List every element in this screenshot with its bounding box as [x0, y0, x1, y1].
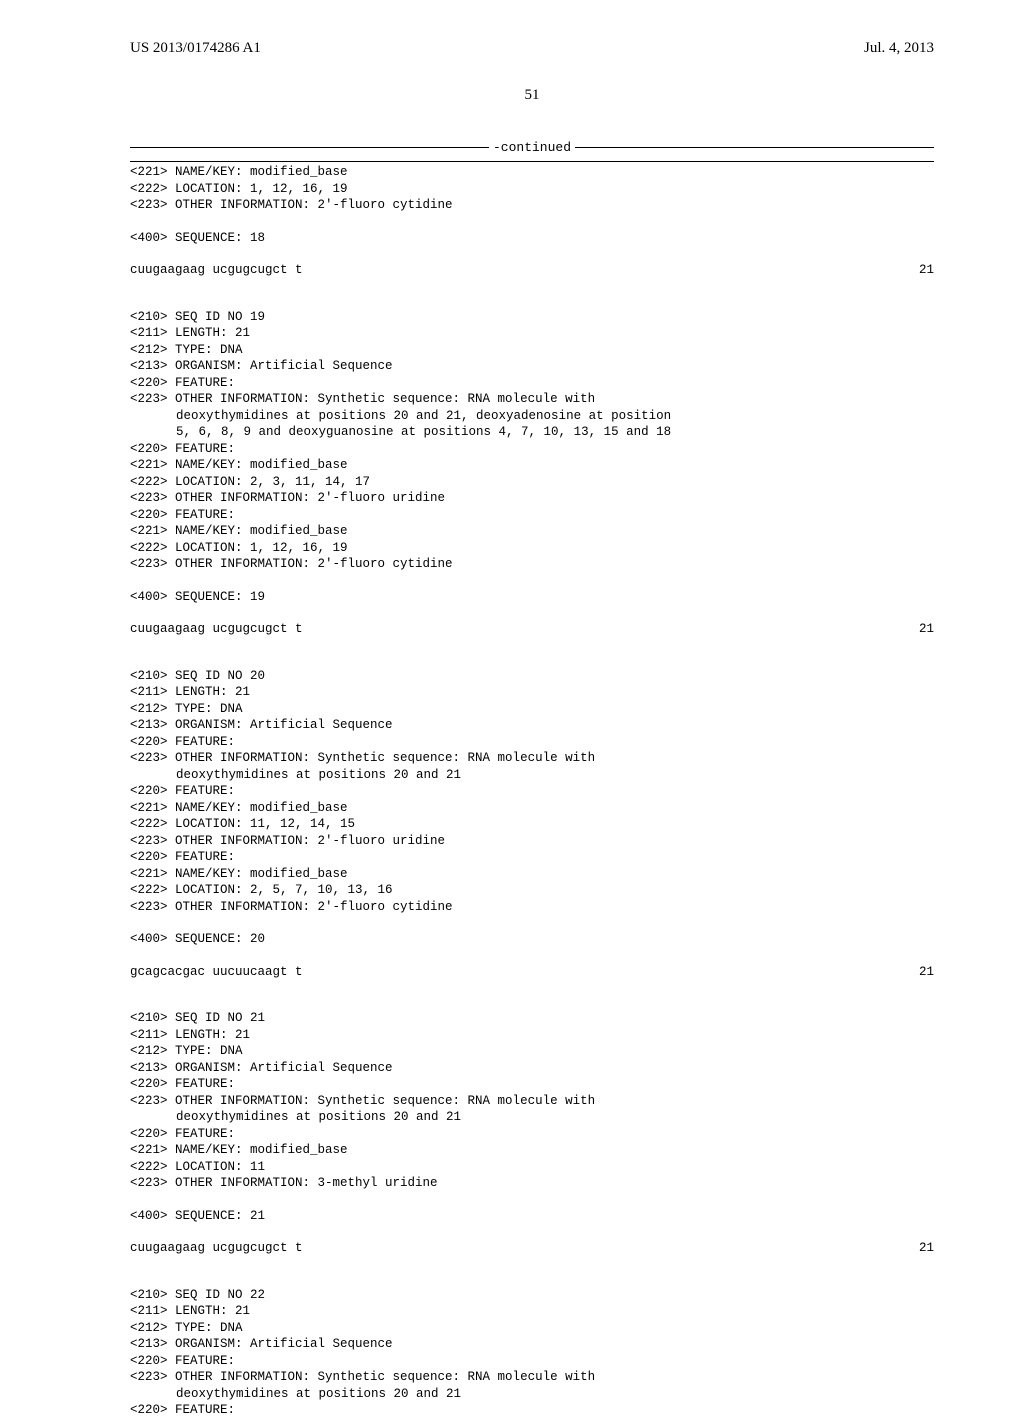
blank-line [130, 1224, 934, 1240]
blank-gap [130, 980, 934, 1010]
listing-line: <223> OTHER INFORMATION: Synthetic seque… [130, 391, 934, 408]
listing-line: <223> OTHER INFORMATION: Synthetic seque… [130, 750, 934, 767]
listing-line: <223> OTHER INFORMATION: Synthetic seque… [130, 1369, 934, 1386]
listing-line: <222> LOCATION: 1, 12, 16, 19 [130, 540, 934, 557]
listing-line: <221> NAME/KEY: modified_base [130, 164, 934, 181]
listing-line: <220> FEATURE: [130, 734, 934, 751]
blank-gap [130, 638, 934, 668]
sequence-row: cuugaagaag ucgugcugct t 21 [130, 262, 934, 279]
listing-line: <210> SEQ ID NO 21 [130, 1010, 934, 1027]
listing-line: <222> LOCATION: 2, 5, 7, 10, 13, 16 [130, 882, 934, 899]
rule-right [575, 147, 934, 148]
listing-line: <221> NAME/KEY: modified_base [130, 800, 934, 817]
listing-line: <223> OTHER INFORMATION: Synthetic seque… [130, 1093, 934, 1110]
listing-line: <400> SEQUENCE: 18 [130, 230, 934, 247]
page-header: US 2013/0174286 A1 Jul. 4, 2013 [130, 40, 934, 57]
blank-line [130, 948, 934, 964]
sequence-text: cuugaagaag ucgugcugct t [130, 1240, 303, 1257]
blank-line [130, 214, 934, 230]
sequence-listing: <221> NAME/KEY: modified_base<222> LOCAT… [130, 164, 934, 1419]
listing-line: <213> ORGANISM: Artificial Sequence [130, 717, 934, 734]
sequence-row: cuugaagaag ucgugcugct t 21 [130, 621, 934, 638]
listing-line: <213> ORGANISM: Artificial Sequence [130, 358, 934, 375]
listing-line: <212> TYPE: DNA [130, 1043, 934, 1060]
listing-line: <223> OTHER INFORMATION: 2'-fluoro cytid… [130, 556, 934, 573]
listing-line: <220> FEATURE: [130, 507, 934, 524]
listing-line: <211> LENGTH: 21 [130, 1027, 934, 1044]
listing-line: <211> LENGTH: 21 [130, 325, 934, 342]
listing-line: <223> OTHER INFORMATION: 2'-fluoro cytid… [130, 899, 934, 916]
blank-gap [130, 1257, 934, 1287]
listing-line: <221> NAME/KEY: modified_base [130, 866, 934, 883]
blank-line [130, 605, 934, 621]
listing-line: <213> ORGANISM: Artificial Sequence [130, 1060, 934, 1077]
sequence-text: gcagcacgac uucuucaagt t [130, 964, 303, 981]
page: US 2013/0174286 A1 Jul. 4, 2013 51 -cont… [0, 0, 1024, 1320]
sequence-length: 21 [919, 1240, 934, 1257]
listing-line: <211> LENGTH: 21 [130, 1303, 934, 1320]
listing-line: <213> ORGANISM: Artificial Sequence [130, 1336, 934, 1353]
continued-row: -continued [130, 140, 934, 155]
listing-line: <220> FEATURE: [130, 1402, 934, 1419]
listing-line-indent: deoxythymidines at positions 20 and 21 [130, 1109, 934, 1126]
listing-line: <222> LOCATION: 2, 3, 11, 14, 17 [130, 474, 934, 491]
listing-line: <220> FEATURE: [130, 849, 934, 866]
listing-line: <220> FEATURE: [130, 783, 934, 800]
sequence-length: 21 [919, 621, 934, 638]
blank-line [130, 573, 934, 589]
listing-line: <223> OTHER INFORMATION: 2'-fluoro uridi… [130, 833, 934, 850]
blank-gap [130, 279, 934, 309]
sequence-length: 21 [919, 964, 934, 981]
blank-line [130, 246, 934, 262]
listing-line: <220> FEATURE: [130, 375, 934, 392]
listing-line: <222> LOCATION: 11, 12, 14, 15 [130, 816, 934, 833]
pub-number: US 2013/0174286 A1 [130, 40, 261, 57]
listing-line: <400> SEQUENCE: 19 [130, 589, 934, 606]
listing-line: <223> OTHER INFORMATION: 3-methyl uridin… [130, 1175, 934, 1192]
page-number: 51 [130, 87, 934, 104]
listing-line: <400> SEQUENCE: 21 [130, 1208, 934, 1225]
listing-line-indent: 5, 6, 8, 9 and deoxyguanosine at positio… [130, 424, 934, 441]
continued-label: -continued [489, 140, 575, 155]
listing-line: <221> NAME/KEY: modified_base [130, 523, 934, 540]
listing-line: <212> TYPE: DNA [130, 1320, 934, 1337]
sequence-text: cuugaagaag ucgugcugct t [130, 621, 303, 638]
sequence-row: gcagcacgac uucuucaagt t 21 [130, 964, 934, 981]
listing-line: <222> LOCATION: 11 [130, 1159, 934, 1176]
listing-line: <221> NAME/KEY: modified_base [130, 1142, 934, 1159]
listing-line: <220> FEATURE: [130, 1126, 934, 1143]
listing-line: <400> SEQUENCE: 20 [130, 931, 934, 948]
rule-under [130, 161, 934, 162]
listing-line: <212> TYPE: DNA [130, 701, 934, 718]
pub-date: Jul. 4, 2013 [864, 40, 934, 57]
sequence-length: 21 [919, 262, 934, 279]
blank-line [130, 915, 934, 931]
listing-line: <222> LOCATION: 1, 12, 16, 19 [130, 181, 934, 198]
listing-line: <221> NAME/KEY: modified_base [130, 457, 934, 474]
listing-line-indent: deoxythymidines at positions 20 and 21, … [130, 408, 934, 425]
rule-left [130, 147, 489, 148]
listing-line: <223> OTHER INFORMATION: 2'-fluoro uridi… [130, 490, 934, 507]
listing-line: <210> SEQ ID NO 19 [130, 309, 934, 326]
sequence-row: cuugaagaag ucgugcugct t 21 [130, 1240, 934, 1257]
listing-line: <212> TYPE: DNA [130, 342, 934, 359]
listing-line: <210> SEQ ID NO 22 [130, 1287, 934, 1304]
sequence-text: cuugaagaag ucgugcugct t [130, 262, 303, 279]
listing-line-indent: deoxythymidines at positions 20 and 21 [130, 767, 934, 784]
listing-line: <220> FEATURE: [130, 1353, 934, 1370]
blank-line [130, 1192, 934, 1208]
listing-line: <223> OTHER INFORMATION: 2'-fluoro cytid… [130, 197, 934, 214]
listing-line: <210> SEQ ID NO 20 [130, 668, 934, 685]
listing-line: <220> FEATURE: [130, 441, 934, 458]
listing-line-indent: deoxythymidines at positions 20 and 21 [130, 1386, 934, 1403]
listing-line: <211> LENGTH: 21 [130, 684, 934, 701]
listing-line: <220> FEATURE: [130, 1076, 934, 1093]
